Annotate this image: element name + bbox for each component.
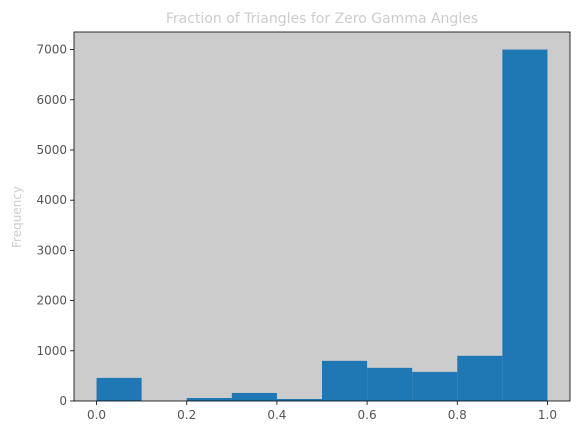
x-tick-label: 0.0 [87,408,106,422]
y-tick-label: 7000 [36,43,67,57]
x-tick-label: 0.8 [448,408,467,422]
bar [367,367,413,401]
y-axis-label: Frequency [10,186,24,248]
y-tick-label: 5000 [36,143,67,157]
y-tick-label: 4000 [36,193,67,207]
bar [412,371,458,401]
bar [186,397,232,401]
y-tick-label: 0 [59,394,67,408]
bar [322,360,368,401]
bar [502,49,548,401]
bar [96,377,142,401]
bar [457,355,503,401]
y-tick-label: 1000 [36,344,67,358]
chart-title: Fraction of Triangles for Zero Gamma Ang… [166,11,478,27]
bar [231,392,277,401]
plot-background [74,32,570,401]
plot-frame [73,31,571,402]
x-tick-label: 0.4 [267,408,286,422]
x-tick-label: 0.2 [177,408,196,422]
x-tick-label: 1.0 [538,408,557,422]
x-tick-label: 0.6 [358,408,377,422]
y-tick-label: 3000 [36,243,67,257]
bar [276,398,322,401]
y-tick-label: 2000 [36,294,67,308]
y-tick-label: 6000 [36,93,67,107]
